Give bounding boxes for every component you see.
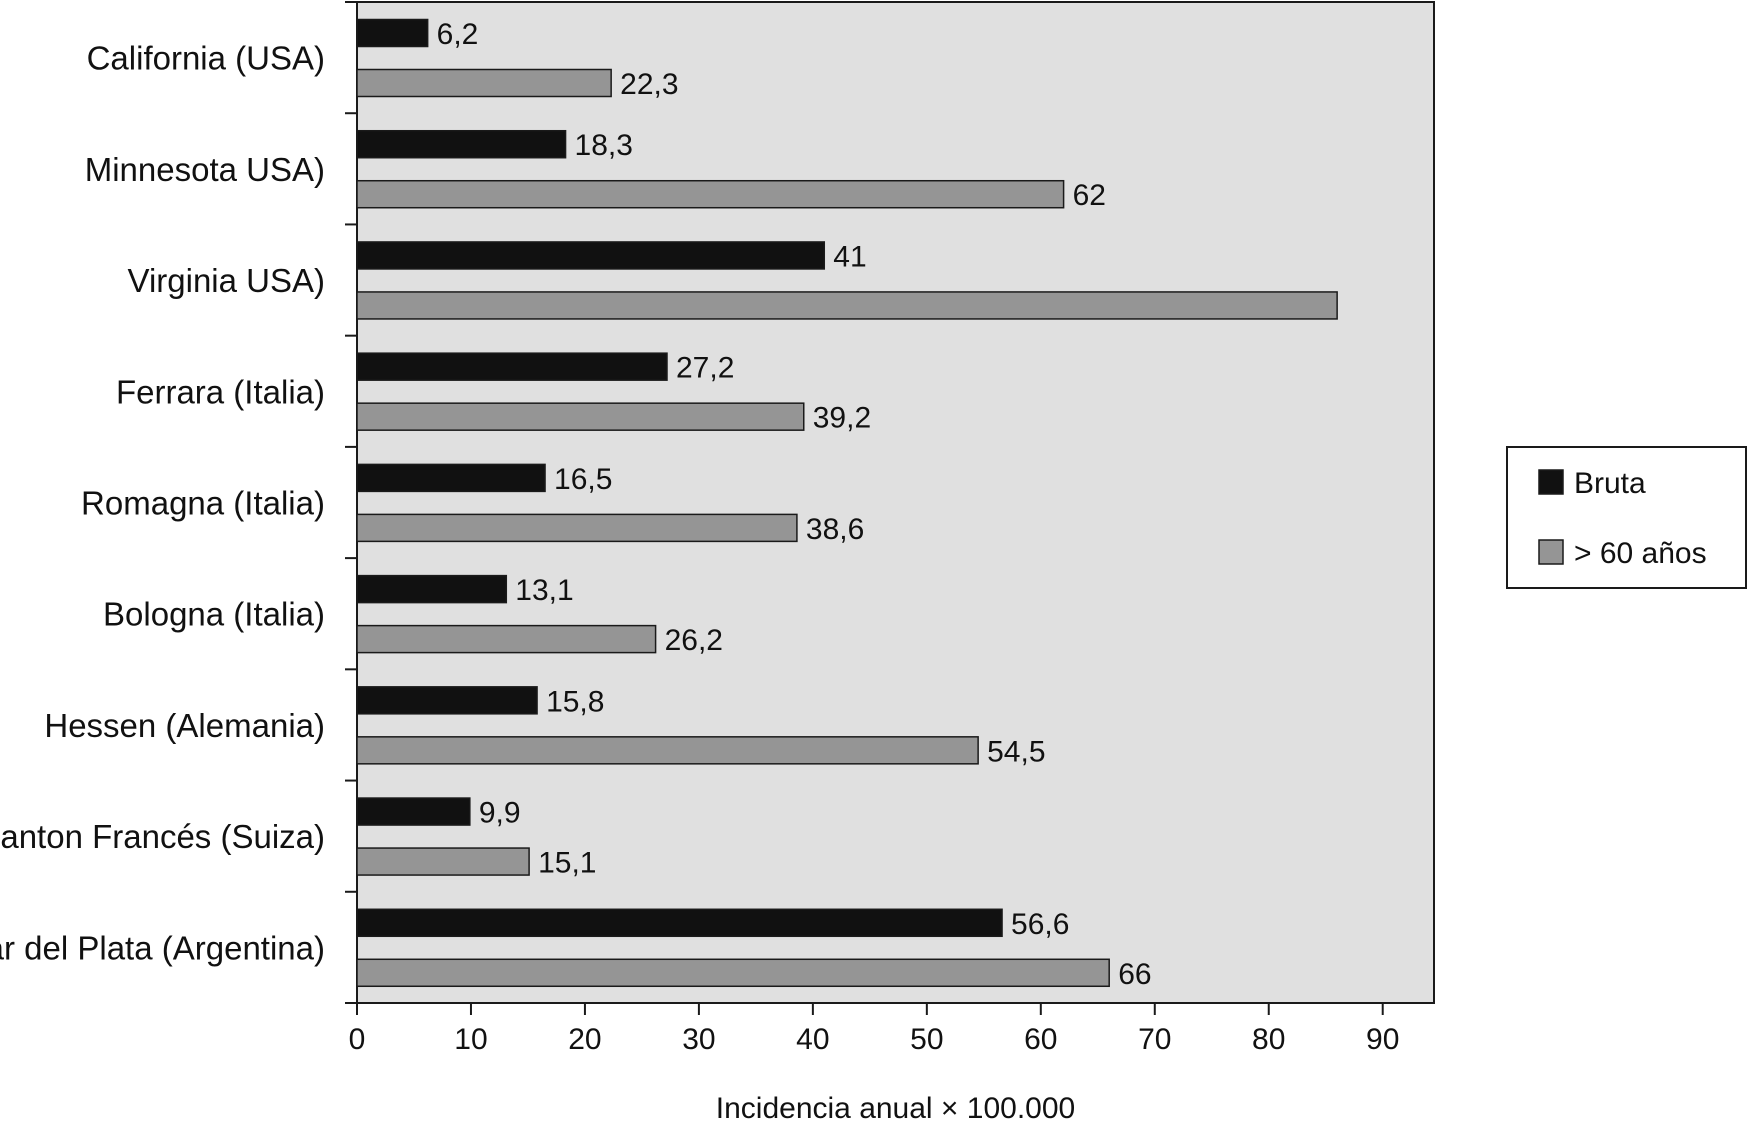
data-label-mayores-60-6: 54,5 — [987, 735, 1045, 768]
bar-bruta-4 — [356, 463, 546, 493]
data-label-bruta-1: 18,3 — [575, 129, 633, 162]
bar-bruta-6 — [356, 686, 538, 715]
x-tick-label-5: 50 — [910, 1023, 943, 1056]
bar-bruta-7 — [356, 797, 471, 826]
data-label-bruta-6: 15,8 — [546, 685, 604, 718]
x-axis-title: Incidencia anual × 100.000 — [716, 1092, 1075, 1121]
legend-label-bruta: Bruta — [1574, 467, 1646, 500]
data-label-bruta-5: 13,1 — [515, 574, 573, 607]
bar-mayores-60-3 — [356, 402, 805, 431]
bar-bruta-2 — [356, 241, 826, 270]
bar-mayores-60-1 — [356, 179, 1065, 209]
data-label-bruta-4: 16,5 — [554, 463, 612, 496]
bar-bruta-8 — [356, 908, 1003, 938]
category-label-2: Virginia USA) — [128, 262, 325, 299]
data-label-mayores-60-7: 15,1 — [538, 847, 596, 880]
legend: Bruta > 60 años — [1506, 446, 1747, 589]
data-label-mayores-60-0: 22,3 — [620, 68, 678, 101]
data-label-bruta-8: 56,6 — [1011, 908, 1069, 941]
x-tick-label-4: 40 — [796, 1023, 829, 1056]
bar-mayores-60-7 — [356, 847, 530, 876]
category-label-1: Minnesota USA) — [85, 151, 325, 188]
bar-bruta-3 — [356, 352, 668, 381]
data-label-mayores-60-5: 26,2 — [665, 624, 723, 657]
bar-bruta-5 — [356, 574, 508, 604]
bar-mayores-60-2 — [356, 291, 1338, 320]
bar-mayores-60-8 — [356, 958, 1110, 988]
x-tick-label-9: 90 — [1366, 1023, 1399, 1056]
data-label-bruta-3: 27,2 — [676, 352, 734, 385]
plot-area — [356, 1, 1435, 1004]
data-label-bruta-0: 6,2 — [437, 18, 479, 51]
category-label-6: Hessen (Alemania) — [44, 707, 325, 744]
y-axis: California (USA) Minnesota USA) Virginia U… — [0, 1, 357, 1004]
bar-mayores-60-5 — [356, 624, 657, 654]
data-label-mayores-60-8: 66 — [1118, 958, 1151, 991]
data-label-mayores-60-3: 39,2 — [813, 402, 871, 435]
category-label-7: Canton Francés (Suiza) — [0, 818, 325, 855]
data-label-bruta-7: 9,9 — [479, 797, 521, 830]
x-tick-label-8: 80 — [1252, 1023, 1285, 1056]
legend-label-mayores-60: > 60 años — [1574, 537, 1707, 570]
bar-mayores-60-4 — [356, 513, 798, 543]
x-tick-label-0: 0 — [349, 1023, 366, 1056]
category-label-4: Romagna (Italia) — [81, 485, 325, 522]
bar-mayores-60-6 — [356, 736, 979, 765]
legend-swatch-mayores-60 — [1538, 539, 1564, 565]
category-label-5: Bologna (Italia) — [103, 596, 325, 633]
x-tick-label-2: 20 — [568, 1023, 601, 1056]
bars-layer — [356, 18, 1338, 988]
x-tick-label-6: 60 — [1024, 1023, 1057, 1056]
x-axis: 0 10 20 30 40 50 60 70 80 90 — [349, 1003, 1399, 1056]
x-tick-label-3: 30 — [682, 1023, 715, 1056]
bar-mayores-60-0 — [356, 68, 612, 98]
x-tick-label-7: 70 — [1138, 1023, 1171, 1056]
data-label-mayores-60-1: 62 — [1073, 179, 1106, 212]
data-label-mayores-60-4: 38,6 — [806, 513, 864, 546]
data-label-bruta-2: 41 — [833, 240, 866, 273]
data-labels-layer: 6,2 22,3 18,3 62 41 27,2 39,2 16,5 38,6 13,1 26,2 1… — [437, 18, 1152, 991]
category-label-8: Mar del Plata (Argentina) — [0, 929, 325, 966]
category-label-3: Ferrara (Italia) — [116, 373, 325, 410]
x-tick-label-1: 10 — [454, 1023, 487, 1056]
category-label-0: California (USA) — [87, 40, 325, 77]
legend-swatch-bruta — [1538, 469, 1564, 495]
bar-bruta-1 — [356, 129, 567, 159]
bar-bruta-0 — [356, 18, 429, 48]
